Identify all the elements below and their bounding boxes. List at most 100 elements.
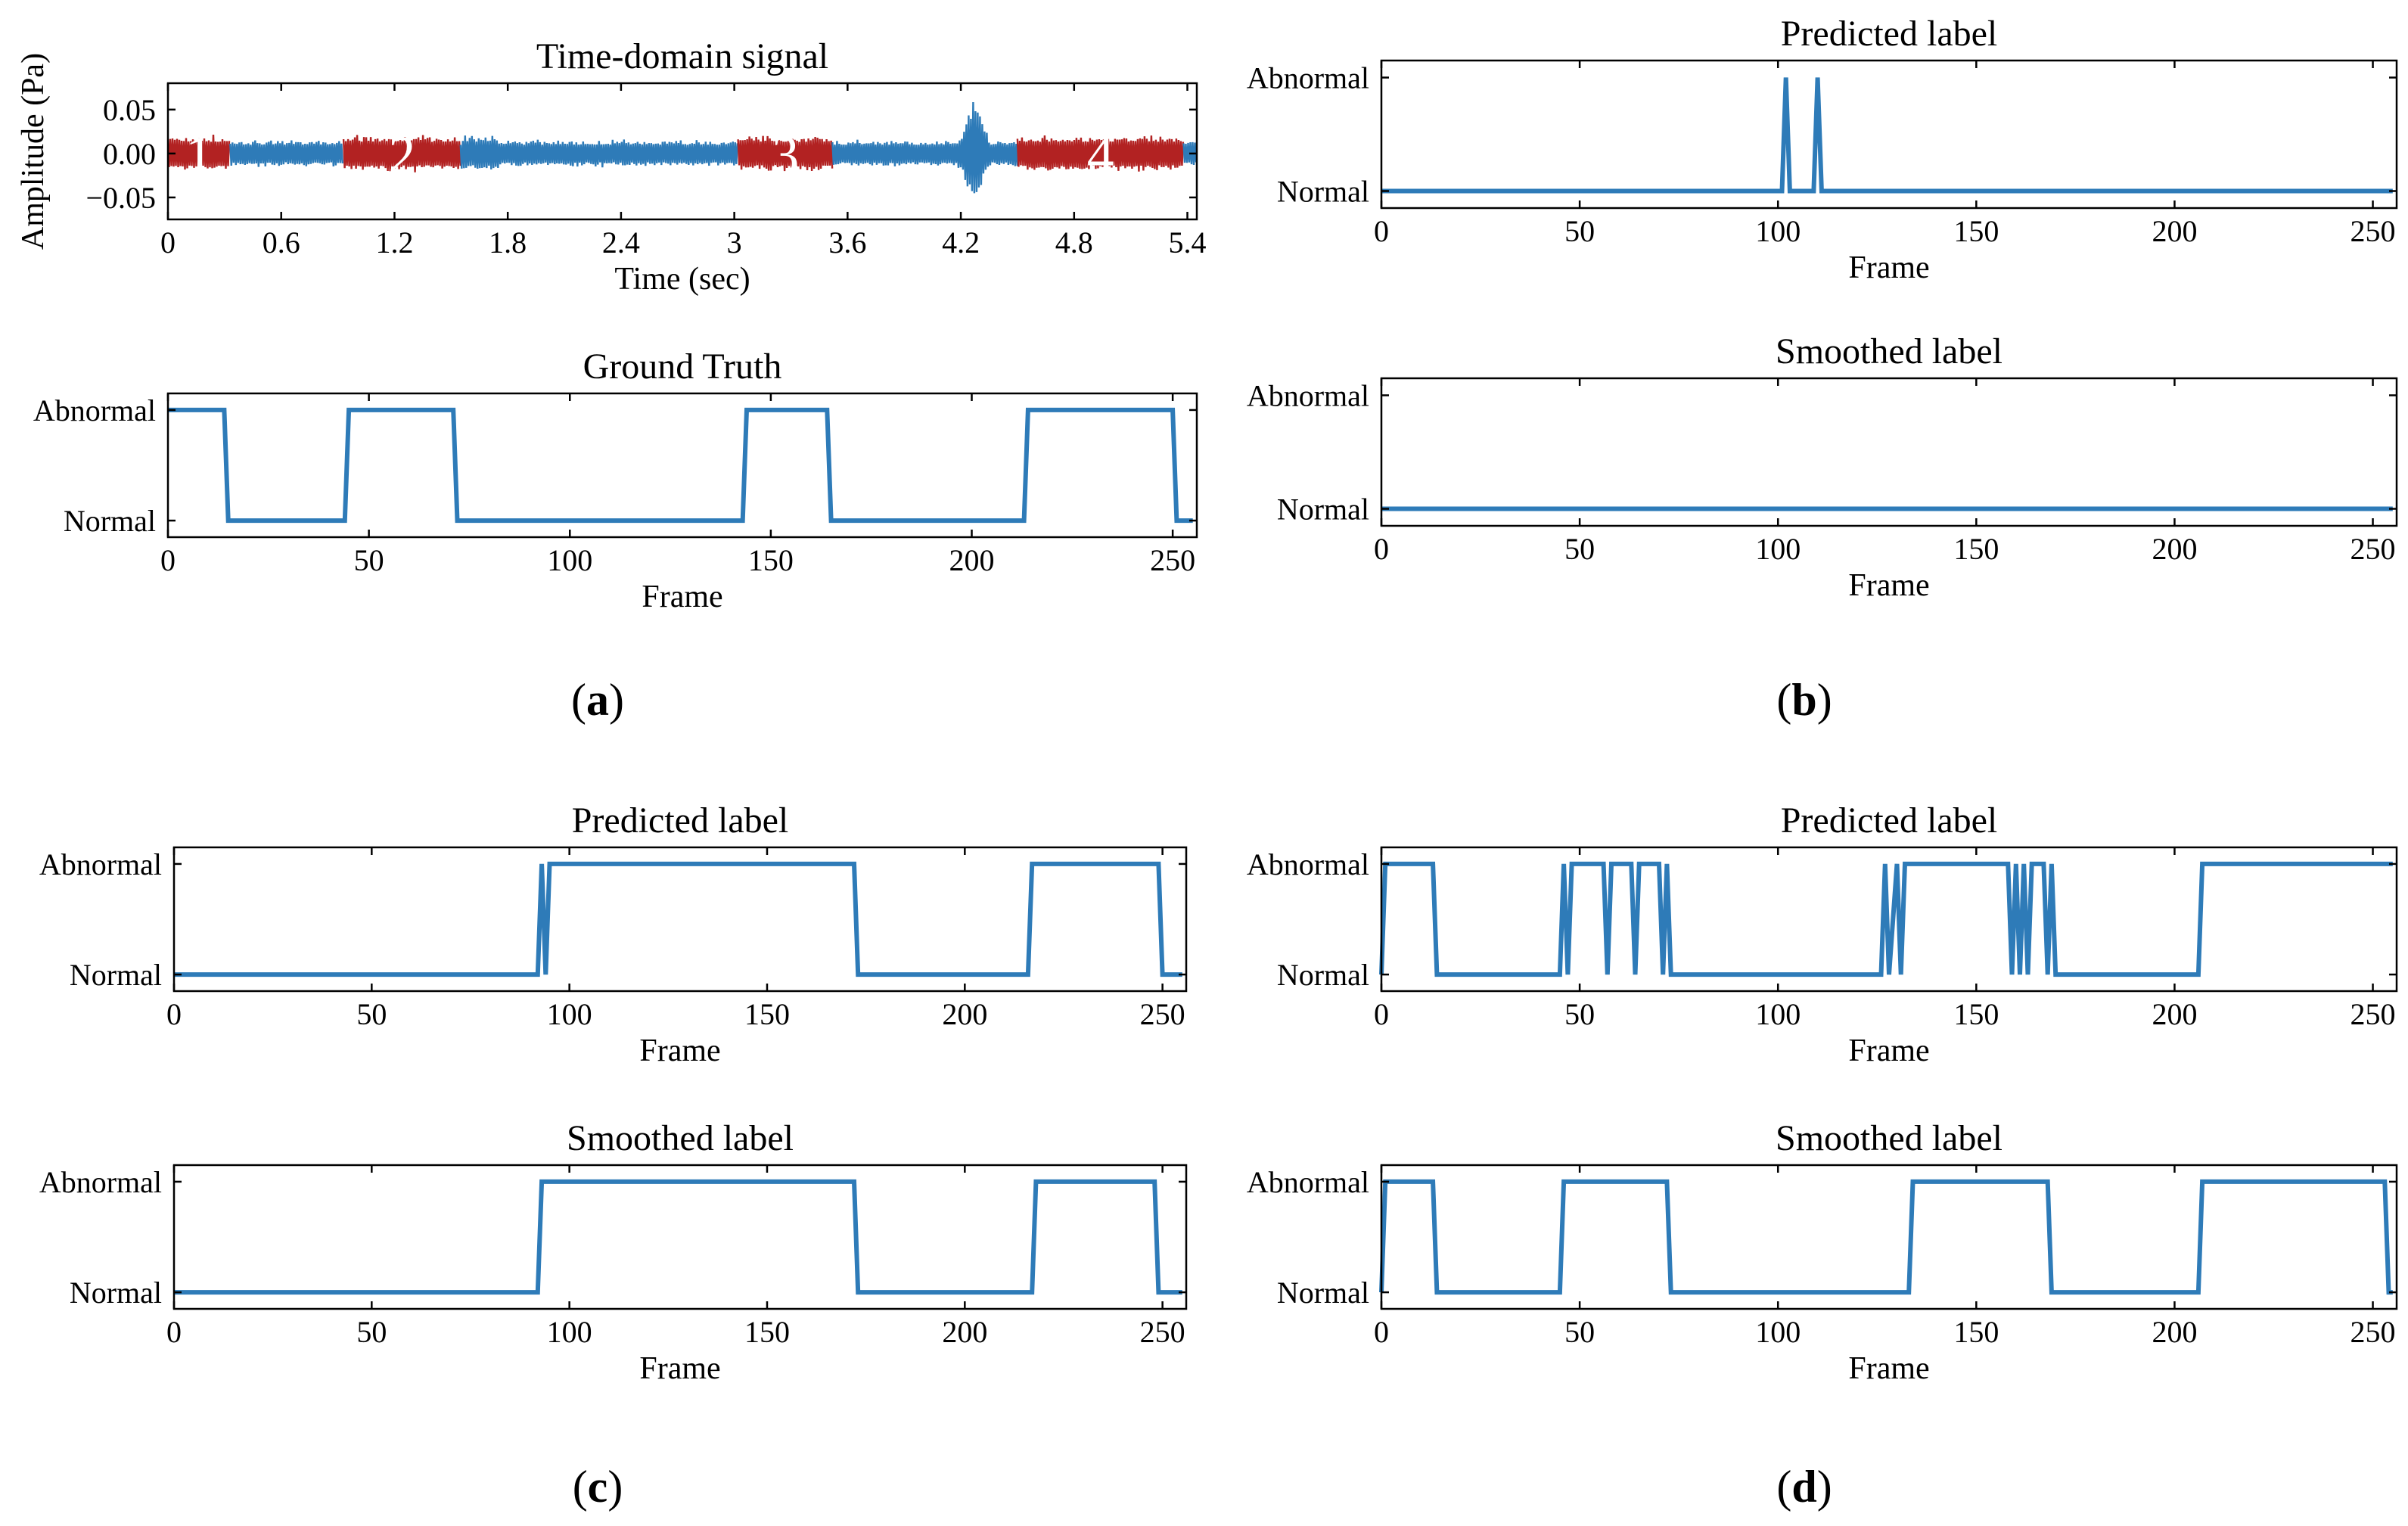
waveform-segment-normal [1182, 141, 1197, 166]
x-tick-label: 100 [547, 543, 592, 577]
x-tick-label: 0 [166, 997, 182, 1031]
x-tick-label: 50 [1564, 1315, 1595, 1349]
x-tick-label: 150 [744, 1315, 790, 1349]
panel-label-d: (d) [1776, 1462, 1832, 1512]
chart-d_bottom: Smoothed label 0 50 100 150 200 250 Abnormal Nor… [1247, 1118, 2398, 1386]
axes-frame [1380, 846, 2398, 993]
chart-b_top: Predicted label 0 50 100 150 200 250 Abnormal No… [1247, 14, 2398, 285]
y-tick-label: Abnormal [1247, 1165, 1369, 1199]
x-tick-label: 3.6 [828, 225, 866, 260]
x-tick-label: 250 [1140, 1315, 1185, 1349]
waveform-segment-normal [459, 135, 738, 169]
x-axis-label: Frame [1848, 250, 1929, 285]
x-tick-label: 100 [547, 997, 592, 1031]
chart-title: Predicted label [1781, 800, 1998, 841]
x-tick-label: 0 [166, 1315, 182, 1349]
x-tick-label: 0 [160, 543, 176, 577]
x-tick-label: 100 [1755, 532, 1801, 566]
x-tick-label: 2.4 [602, 225, 640, 260]
x-tick-label: 150 [1953, 214, 1999, 248]
x-tick-label: 250 [2351, 1315, 2396, 1349]
x-tick-label: 50 [354, 543, 384, 577]
x-axis-label: Frame [639, 1351, 720, 1386]
x-tick-label: 50 [1564, 214, 1595, 248]
chart-title: Predicted label [1781, 14, 1998, 54]
series-line [1379, 1179, 2393, 1295]
y-tick-label: Normal [1277, 1276, 1369, 1310]
x-tick-label: 1.2 [375, 225, 413, 260]
waveform-segment-abnormal [1016, 135, 1185, 172]
x-tick-label: 200 [2152, 1315, 2197, 1349]
x-tick-label: 200 [2152, 997, 2197, 1031]
x-tick-label: 250 [2351, 214, 2396, 248]
x-tick-label: 3 [727, 225, 742, 260]
y-tick-label: Normal [64, 504, 156, 538]
chart-b_bottom: Smoothed label 0 50 100 150 200 250 Abnormal Nor… [1247, 331, 2398, 603]
x-tick-label: 100 [1755, 214, 1801, 248]
axes-frame [1380, 59, 2398, 210]
waveform-segment-abnormal [168, 134, 231, 172]
x-tick-label: 0.6 [263, 225, 300, 260]
chart-c_bottom: Smoothed label 0 50 100 150 200 250 Abnormal Nor… [39, 1118, 1188, 1386]
chart-title: Predicted label [572, 800, 789, 841]
chart-title: Time-domain signal [536, 36, 828, 76]
x-axis-label: Frame [639, 1033, 720, 1068]
x-axis-label: Frame [1848, 1033, 1929, 1068]
x-tick-label: 0 [1374, 532, 1389, 566]
x-tick-label: 0 [1374, 997, 1389, 1031]
waveform-segment-abnormal [737, 135, 834, 172]
series-line [1379, 861, 2393, 977]
panel-label-b: (b) [1776, 675, 1832, 725]
x-tick-label: 150 [1953, 997, 1999, 1031]
y-tick-label: Abnormal [1247, 379, 1369, 413]
x-tick-label: 200 [949, 543, 995, 577]
x-axis-label: Time (sec) [614, 262, 750, 297]
panel-label-c: (c) [573, 1462, 623, 1512]
y-tick-label: Abnormal [1247, 61, 1369, 95]
x-tick-label: 50 [356, 1315, 387, 1349]
y-tick-label: Normal [1277, 493, 1369, 527]
series-line [174, 861, 1182, 977]
chart-c_top: Predicted label 0 50 100 150 200 250 Abnormal No… [39, 800, 1188, 1068]
y-axis-label: Amplitude (Pa) [16, 53, 51, 250]
x-tick-label: 150 [744, 997, 790, 1031]
x-axis-label: Frame [1848, 568, 1929, 603]
y-tick-label: Normal [1277, 175, 1369, 209]
x-tick-label: 100 [547, 1315, 592, 1349]
segment-number: 3 [772, 125, 799, 185]
subplots: Time-domain signal 1 2 3 4 0 0.6 1.2 1.8 2.4 3 3.6 4… [16, 14, 2398, 1386]
series-line [168, 407, 1193, 524]
x-tick-label: 0 [1374, 1315, 1389, 1349]
x-tick-label: 4.8 [1055, 225, 1093, 260]
chart-d_top: Predicted label 0 50 100 150 200 250 Abnormal No… [1247, 800, 2398, 1068]
y-tick-label: Normal [70, 1276, 162, 1310]
segment-number: 1 [185, 125, 213, 185]
x-axis-label: Frame [1848, 1351, 1929, 1386]
y-tick-label: 0.05 [103, 93, 156, 127]
chart-a_top: Time-domain signal 1 2 3 4 0 0.6 1.2 1.8 2.4 3 3.6 4… [16, 36, 1207, 297]
x-tick-label: 0 [160, 225, 176, 260]
panel-label-a: (a) [571, 675, 624, 725]
y-tick-label: Normal [70, 958, 162, 992]
axes-frame [1380, 377, 2398, 527]
segment-number: 2 [388, 125, 415, 185]
waveform-segment-normal [831, 101, 1019, 194]
x-tick-label: 50 [356, 997, 387, 1031]
x-tick-label: 150 [1953, 532, 1999, 566]
x-tick-label: 200 [2152, 214, 2197, 248]
x-tick-label: 200 [942, 1315, 987, 1349]
axes-frame [166, 392, 1198, 539]
y-tick-label: −0.05 [85, 181, 156, 215]
axes-frame [166, 82, 1198, 221]
x-tick-label: 150 [748, 543, 794, 577]
axes-frame [172, 846, 1188, 993]
y-tick-label: 0.00 [103, 137, 156, 171]
series-line [174, 1179, 1182, 1295]
axes-frame [1380, 1164, 2398, 1310]
series-line [1381, 77, 2393, 194]
chart-title: Smoothed label [1776, 331, 2003, 371]
x-tick-label: 250 [2351, 997, 2396, 1031]
x-tick-label: 50 [1564, 532, 1595, 566]
y-tick-label: Abnormal [1247, 847, 1369, 881]
y-tick-label: Normal [1277, 958, 1369, 992]
